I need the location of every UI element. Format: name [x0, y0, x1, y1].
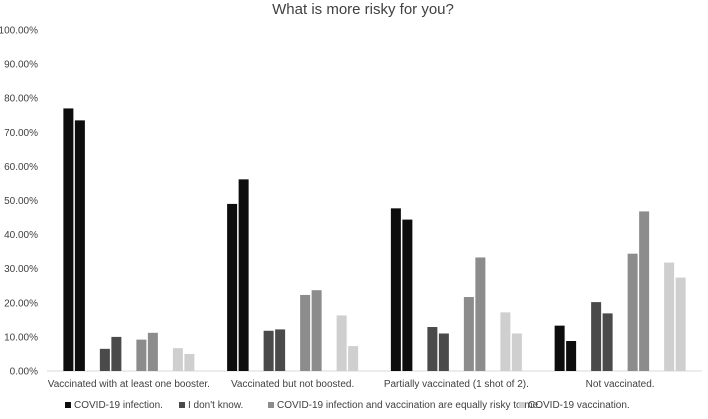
bar — [500, 312, 511, 371]
bar-layer — [63, 108, 686, 372]
bar — [275, 329, 286, 371]
y-tick-label: 100.00% — [0, 26, 38, 37]
bar — [554, 325, 565, 371]
bar — [336, 315, 347, 371]
bar — [427, 327, 438, 371]
bar — [348, 346, 359, 371]
y-tick-label: 20.00% — [4, 298, 38, 309]
bar — [627, 253, 638, 371]
y-tick-label: 90.00% — [4, 60, 38, 71]
legend-label: COVID-19 infection and vaccination are e… — [277, 400, 541, 411]
chart-title: What is more risky for you? — [272, 1, 454, 18]
y-tick-label: 70.00% — [4, 128, 38, 139]
bar — [566, 340, 577, 371]
bar — [402, 219, 413, 371]
category-label: Vaccinated with at least one booster. — [48, 379, 210, 390]
y-tick-label: 80.00% — [4, 94, 38, 105]
category-label: Not vaccinated. — [586, 379, 655, 390]
bar — [675, 277, 686, 371]
legend-swatch — [65, 402, 71, 408]
bar — [463, 297, 474, 371]
legend-swatch — [268, 402, 274, 408]
y-tick-label: 30.00% — [4, 264, 38, 275]
bar — [63, 108, 74, 372]
legend-label: COVID-19 vaccination. — [528, 400, 630, 411]
bar — [438, 333, 449, 371]
bar — [227, 203, 238, 371]
bar — [74, 120, 85, 372]
y-tick-label: 40.00% — [4, 230, 38, 241]
bar — [136, 339, 147, 371]
bar — [602, 313, 613, 371]
bar — [311, 290, 322, 371]
y-tick-label: 0.00% — [10, 367, 38, 378]
bar — [147, 332, 158, 371]
category-label: Partially vaccinated (1 shot of 2). — [384, 379, 529, 390]
bar — [390, 208, 401, 371]
bar — [172, 348, 183, 371]
bar — [300, 294, 311, 371]
bar — [238, 179, 249, 371]
bar — [475, 257, 486, 371]
legend-swatch — [179, 402, 185, 408]
bar — [591, 302, 602, 371]
bar — [184, 353, 195, 371]
bar — [511, 333, 522, 371]
y-tick-label: 50.00% — [4, 196, 38, 207]
bar — [111, 336, 122, 371]
bar — [664, 262, 675, 371]
category-label: Vaccinated but not boosted. — [231, 379, 354, 390]
y-tick-label: 60.00% — [4, 162, 38, 173]
legend-label: I don't know. — [188, 400, 243, 411]
bar — [263, 330, 274, 371]
legend-swatch — [519, 402, 525, 408]
legend: COVID-19 infection. I don't know. COVID-19… — [65, 400, 630, 411]
legend-label: COVID-19 infection. — [74, 400, 163, 411]
bar — [99, 348, 110, 371]
y-tick-label: 10.00% — [4, 332, 38, 343]
bar — [639, 211, 650, 371]
